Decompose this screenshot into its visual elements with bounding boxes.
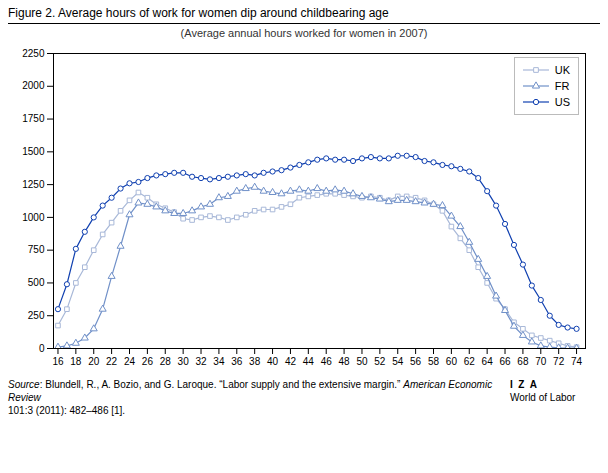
svg-text:36: 36 xyxy=(231,356,243,367)
svg-text:2250: 2250 xyxy=(22,48,45,59)
svg-text:28: 28 xyxy=(160,356,172,367)
svg-text:72: 72 xyxy=(553,356,565,367)
html-text:Figure 2. Average hours of wor: Figure 2. Average hours of work for wome… xyxy=(8,6,389,20)
html-text:World of Labor: World of Labor xyxy=(510,392,576,403)
svg-text:1750: 1750 xyxy=(22,113,45,124)
svg-text:70: 70 xyxy=(535,356,547,367)
svg-text:54: 54 xyxy=(392,356,404,367)
svg-text:18: 18 xyxy=(70,356,82,367)
svg-text:22: 22 xyxy=(106,356,118,367)
svg-text:20: 20 xyxy=(88,356,100,367)
svg-text:16: 16 xyxy=(52,356,64,367)
svg-text:1250: 1250 xyxy=(22,179,45,190)
svg-text:60: 60 xyxy=(446,356,458,367)
svg-text:32: 32 xyxy=(195,356,207,367)
svg-text:250: 250 xyxy=(28,310,45,321)
svg-text:56: 56 xyxy=(410,356,422,367)
svg-text:750: 750 xyxy=(28,244,45,255)
svg-text:34: 34 xyxy=(213,356,225,367)
html-text:101:3 (2011): 482–486 [1].: 101:3 (2011): 482–486 [1]. xyxy=(8,405,126,416)
svg-text:44: 44 xyxy=(303,356,315,367)
svg-text:24: 24 xyxy=(124,356,136,367)
svg-text:0: 0 xyxy=(39,343,45,354)
svg-text:26: 26 xyxy=(142,356,154,367)
svg-text:52: 52 xyxy=(374,356,386,367)
html-text:FR: FR xyxy=(554,80,570,92)
html-text:(Average annual hours worked f: (Average annual hours worked for women i… xyxy=(180,27,428,39)
html-text:UK: UK xyxy=(554,64,570,76)
svg-text:46: 46 xyxy=(321,356,333,367)
svg-text:42: 42 xyxy=(285,356,297,367)
html-text:Source: Blundell, R., A. Bozio: Source: Blundell, R., A. Bozio, and G. L… xyxy=(8,379,493,403)
svg-text:50: 50 xyxy=(356,356,368,367)
svg-text:40: 40 xyxy=(267,356,279,367)
svg-text:74: 74 xyxy=(571,356,583,367)
svg-text:62: 62 xyxy=(464,356,476,367)
svg-text:64: 64 xyxy=(482,356,494,367)
svg-text:48: 48 xyxy=(339,356,351,367)
svg-text:500: 500 xyxy=(28,277,45,288)
svg-text:68: 68 xyxy=(517,356,529,367)
svg-text:1500: 1500 xyxy=(22,146,45,157)
svg-text:30: 30 xyxy=(178,356,190,367)
svg-text:58: 58 xyxy=(428,356,440,367)
html-text:US: US xyxy=(554,96,570,108)
svg-text:2000: 2000 xyxy=(22,80,45,91)
svg-text:1000: 1000 xyxy=(22,212,45,223)
svg-text:66: 66 xyxy=(499,356,511,367)
html-text:I Z A: I Z A xyxy=(510,379,537,390)
svg-text:38: 38 xyxy=(249,356,261,367)
